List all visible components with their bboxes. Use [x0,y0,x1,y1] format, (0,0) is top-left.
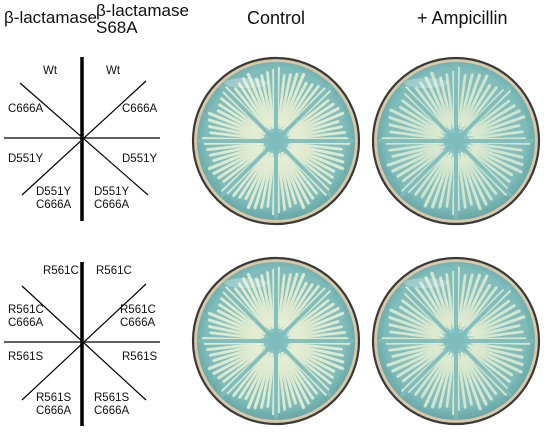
bottom-left-label-4a: R561S [36,392,72,404]
header-ampicillin: + Ampicillin [417,8,508,28]
plate-bottom-control-image [191,256,361,426]
top-left-label-4a: D551Y [36,186,72,198]
bottom-right-label-2a: R561C [120,304,156,316]
bottom-right-label-2: R561C C666A [120,304,156,330]
petri-plate-bottom-control [190,255,362,427]
header-control: Control [247,8,306,28]
top-left-label-3: D551Y [8,153,44,165]
plate-top-ampicillin-image [371,56,541,226]
bottom-right-label-1: R561C [96,265,132,277]
top-right-label-3: D551Y [122,153,158,165]
top-right-label-4b: C666A [94,199,130,211]
petri-plate-bottom-ampicillin [370,255,542,427]
top-right-label-2: C666A [122,103,158,115]
bottom-left-label-2b: C666A [8,317,44,329]
bottom-left-label-3: R561S [8,351,44,363]
top-right-label-4a: D551Y [94,186,130,198]
plate-top-control-image [191,56,361,226]
bottom-right-label-4: R561S C666A [94,392,129,418]
streak-layout-diagram-bottom: R561C R561C C666A R561S R561S C666A R561… [0,260,165,430]
petri-plate-top-ampicillin [370,55,542,227]
bottom-left-label-4b: C666A [36,405,72,417]
top-right-label-1: Wt [106,65,121,77]
streak-layout-diagram-top: Wt C666A D551Y D551Y C666A Wt C666A D551… [0,55,165,225]
bottom-left-label-2a: R561C [8,304,44,316]
header-beta-lactamase: β-lactamase [4,8,97,27]
bottom-left-label-1: R561C [43,265,79,277]
top-left-label-4b: C666A [36,199,72,211]
bottom-right-label-2b: C666A [120,317,156,329]
bottom-right-label-4b: C666A [94,405,130,417]
diagram-top-lines [4,57,160,221]
diagram-bottom-lines [4,262,160,426]
header-beta-lactamase-s68a: β-lactamase S68A [96,2,189,36]
top-right-label-4: D551Y C666A [94,186,129,212]
bottom-left-label-4: R561S C666A [36,392,71,418]
top-left-label-1: Wt [43,65,58,77]
top-left-label-4: D551Y C666A [36,186,71,212]
bottom-left-label-2: R561C C666A [8,304,44,330]
plate-bottom-ampicillin-image [371,256,541,426]
petri-plate-top-control [190,55,362,227]
bottom-right-label-3: R561S [122,351,158,363]
top-left-label-2: C666A [8,103,44,115]
header-s68a-line2: S68A [96,18,138,37]
bottom-right-label-4a: R561S [94,392,130,404]
header-s68a-line1: β-lactamase [96,1,189,20]
